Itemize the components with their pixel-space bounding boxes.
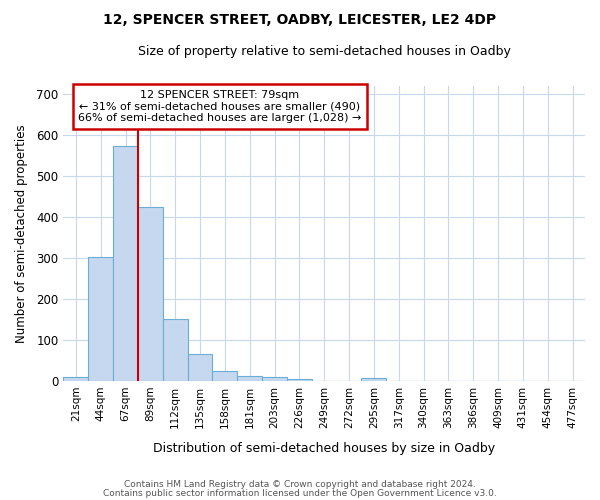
Bar [163, 318, 188, 381]
Bar [287, 379, 312, 381]
Text: 12 SPENCER STREET: 79sqm
← 31% of semi-detached houses are smaller (490)
66% of : 12 SPENCER STREET: 79sqm ← 31% of semi-d… [78, 90, 362, 123]
Bar [212, 371, 237, 381]
Bar [64, 377, 88, 381]
Bar [237, 376, 262, 381]
Text: Contains public sector information licensed under the Open Government Licence v3: Contains public sector information licen… [103, 489, 497, 498]
Y-axis label: Number of semi-detached properties: Number of semi-detached properties [15, 124, 28, 342]
Bar [113, 146, 138, 381]
Text: Contains HM Land Registry data © Crown copyright and database right 2024.: Contains HM Land Registry data © Crown c… [124, 480, 476, 489]
Title: Size of property relative to semi-detached houses in Oadby: Size of property relative to semi-detach… [138, 45, 511, 58]
X-axis label: Distribution of semi-detached houses by size in Oadby: Distribution of semi-detached houses by … [153, 442, 495, 455]
Bar [361, 378, 386, 381]
Bar [88, 256, 113, 381]
Bar [138, 206, 163, 381]
Text: 12, SPENCER STREET, OADBY, LEICESTER, LE2 4DP: 12, SPENCER STREET, OADBY, LEICESTER, LE… [103, 12, 497, 26]
Bar [188, 354, 212, 381]
Bar [262, 377, 287, 381]
